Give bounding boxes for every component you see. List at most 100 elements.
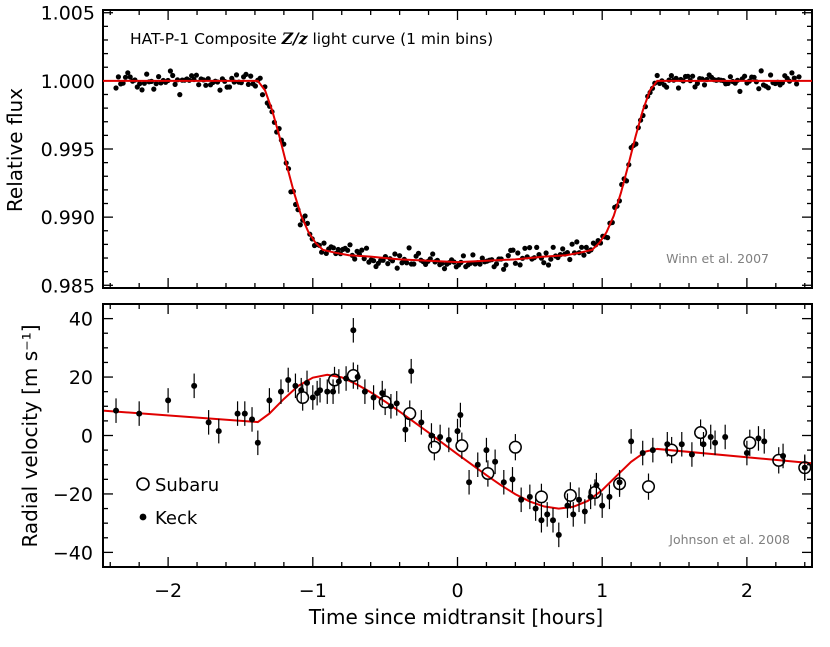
flux-point (522, 245, 528, 251)
flux-point (217, 87, 223, 93)
rv-frame (102, 303, 813, 568)
keck-point (606, 493, 613, 500)
keck-point (428, 432, 435, 439)
light-curve-panel: 0.985 0.990 0.995 1.000 1.005 HAT-P-1 Compos… (3, 3, 813, 297)
keck-point (454, 428, 461, 435)
keck-point (266, 397, 273, 404)
flux-point (363, 245, 370, 251)
keck-point (712, 439, 719, 446)
keck-point (532, 505, 539, 512)
flux-point (605, 235, 611, 241)
keck-point (254, 439, 261, 446)
flux-point (394, 265, 400, 271)
keck-point (402, 426, 409, 433)
flux-point (664, 84, 670, 90)
flux-point (430, 251, 436, 257)
flux-tick-label: 0.990 (41, 207, 95, 229)
legend-keck-label: Keck (155, 508, 198, 529)
keck-point (393, 400, 400, 407)
flux-point (515, 250, 521, 256)
flux-point (233, 72, 240, 78)
rv-tick-label: −40 (53, 542, 93, 564)
rv-axis-title: Radial velocity [m s⁻¹] (18, 324, 42, 547)
flux-point (411, 261, 417, 267)
flux-point (397, 253, 403, 259)
keck-point (205, 419, 212, 426)
flux-point (371, 258, 377, 264)
x-tick-label: −2 (154, 580, 182, 602)
flux-point (141, 80, 147, 86)
subaru-point (641, 480, 656, 494)
subaru-point (563, 488, 577, 502)
flux-point (172, 81, 178, 87)
flux-point (789, 70, 795, 76)
flux-point (796, 74, 802, 80)
flux-point (441, 266, 448, 272)
flux-point (139, 87, 145, 93)
flux-point (758, 68, 764, 74)
radial-velocity-panel: −2 −1 0 1 2 −40 −20 0 20 40 Johnson et al. 2008 S… (18, 303, 813, 629)
flux-point (791, 75, 797, 81)
keck-point (678, 441, 685, 448)
flux-point (245, 81, 251, 87)
keck-point (801, 464, 808, 471)
keck-point (304, 379, 311, 386)
keck-point (688, 451, 695, 458)
keck-point (649, 447, 656, 454)
flux-point (527, 245, 533, 251)
keck-point (570, 511, 577, 518)
flux-point (477, 261, 483, 267)
flux-point (196, 82, 202, 88)
flux-point (794, 81, 800, 87)
keck-points (113, 318, 808, 548)
flux-point (534, 244, 540, 250)
subaru-point (296, 390, 310, 405)
flux-point (501, 266, 507, 272)
flux-point (319, 249, 325, 255)
legend-keck-marker (139, 513, 147, 521)
keck-point (576, 496, 583, 503)
flux-point (113, 85, 119, 91)
keck-point (361, 388, 368, 395)
flux-point (177, 92, 183, 98)
keck-point (518, 496, 525, 503)
flux-point (543, 250, 549, 256)
keck-point (437, 433, 444, 440)
keck-point (215, 428, 222, 435)
x-tick-label: −1 (299, 580, 327, 602)
subaru-point (327, 373, 342, 387)
flux-point (127, 74, 133, 80)
keck-point (379, 390, 386, 397)
flux-tick-label: 1.000 (41, 71, 95, 93)
flux-point (742, 73, 748, 79)
subaru-point (427, 440, 441, 454)
keck-point (350, 327, 357, 334)
flux-point (675, 85, 682, 91)
keck-point (544, 511, 551, 518)
keck-point (707, 433, 714, 440)
flux-point (725, 80, 731, 86)
flux-point (560, 246, 566, 252)
flux-point (512, 260, 519, 266)
flux-point (257, 75, 263, 81)
flux-point (392, 251, 398, 257)
flux-point (505, 253, 511, 259)
legend-subaru-label: Subaru (155, 475, 219, 496)
flux-point (768, 72, 774, 78)
flux-point (144, 71, 150, 77)
flux-point (156, 74, 162, 80)
flux-point (517, 262, 523, 268)
flux-point (460, 253, 466, 259)
keck-point (755, 435, 762, 442)
keck-point (234, 410, 241, 417)
flux-point (248, 73, 254, 79)
subaru-point (588, 485, 602, 500)
flux-point (170, 72, 176, 79)
flux-point (579, 244, 585, 250)
subaru-point (508, 440, 522, 454)
flux-point (347, 242, 353, 248)
keck-point (526, 493, 533, 500)
subaru-points (296, 362, 812, 511)
flux-point (193, 72, 199, 78)
